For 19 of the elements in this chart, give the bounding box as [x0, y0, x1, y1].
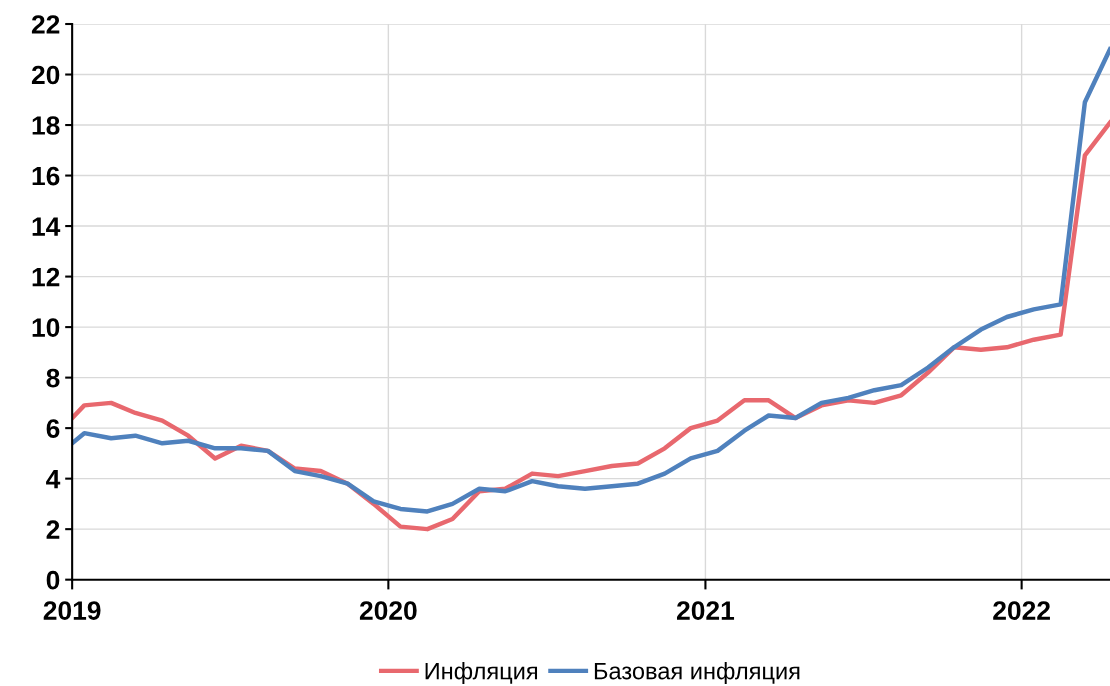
y-tick-label: 2 [46, 520, 60, 539]
y-tick-label: 4 [46, 470, 61, 489]
y-tick-label: 10 [32, 318, 60, 337]
y-tick-label: 22 [31, 15, 60, 34]
y-tick-label: 14 [32, 217, 61, 236]
line-series [72, 47, 1110, 514]
legend-label: Инфляция [425, 662, 538, 685]
legend-label: Базовая инфляция [594, 662, 800, 685]
y-tick-label: 6 [46, 419, 60, 438]
y-tick-label: 18 [32, 116, 60, 135]
y-tick-label: 16 [32, 166, 60, 186]
y-tick-label: 20 [31, 65, 60, 85]
x-tick-label: 2019 [43, 601, 101, 620]
x-tick-label: 2022 [993, 601, 1050, 620]
y-tick-label: 0 [46, 570, 60, 590]
y-tick-label: 8 [46, 368, 60, 388]
x-tick-label: 2021 [677, 601, 735, 620]
x-tick-label: 2020 [359, 601, 417, 620]
y-tick-label: 12 [32, 267, 60, 287]
